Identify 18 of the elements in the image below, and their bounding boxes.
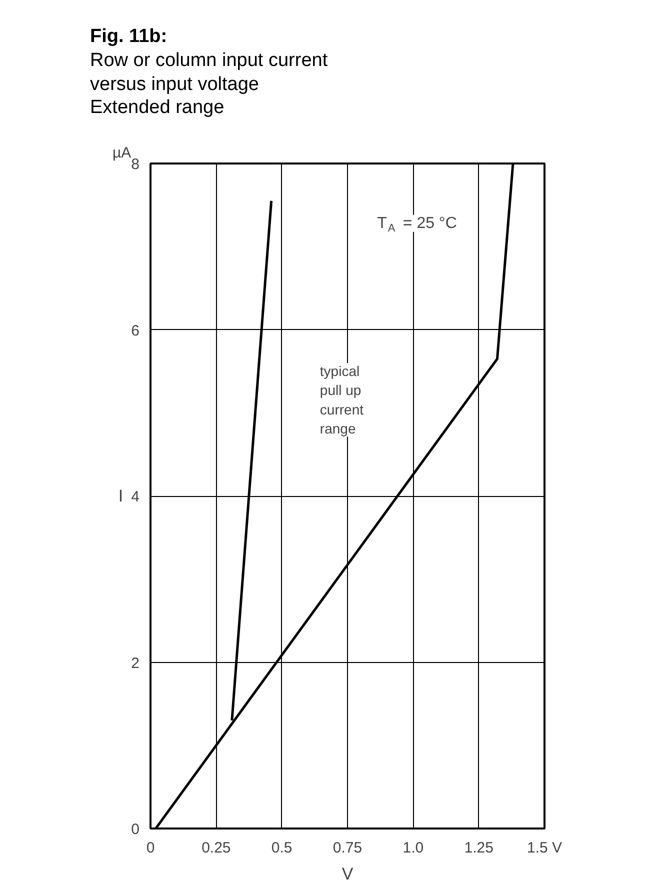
x-tick-label: 1.25 — [464, 840, 494, 856]
y-tick-label: 2 — [131, 654, 140, 672]
x-tick-label: 1.5 V — [526, 840, 562, 856]
x-tick-label: 0.75 — [332, 840, 362, 856]
y-tick-label: 0 — [131, 821, 140, 838]
y-axis-title: I — [118, 486, 124, 506]
y-tick-label: 4 — [131, 488, 140, 506]
text: µA — [112, 144, 132, 162]
x-tick-label: 0.5 — [271, 840, 292, 856]
x-axis-title: V — [342, 864, 354, 884]
x-tick-label: 0 — [146, 840, 155, 856]
x-tick-label: 0.25 — [202, 840, 231, 856]
chart-title: Fig. 11b: — [90, 26, 168, 47]
y-tick-label: 8 — [131, 156, 140, 173]
annotation: typical pull up current range — [320, 363, 364, 437]
chart-subtitle: Row or column input current versus input voltage Extended range — [90, 48, 328, 120]
x-tick-label: 1.0 — [402, 840, 424, 856]
y-tick-label: 6 — [131, 322, 140, 340]
